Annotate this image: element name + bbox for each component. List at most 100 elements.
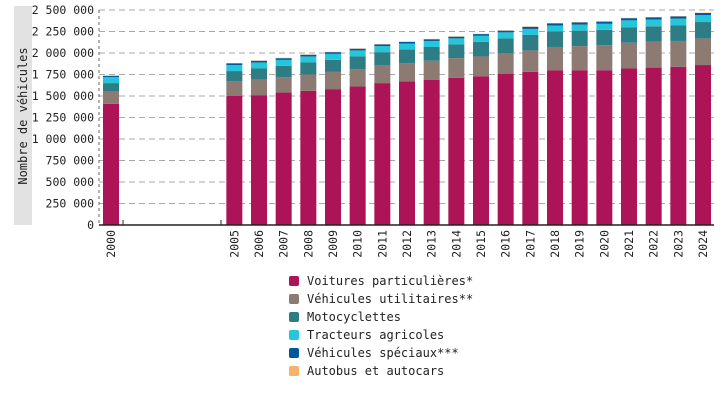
bar-segment <box>226 81 243 96</box>
legend-label: Véhicules spéciaux*** <box>307 346 459 360</box>
bar-segment <box>497 38 514 53</box>
bar-segment <box>399 81 415 225</box>
bar-segment <box>399 63 415 82</box>
bar-segment <box>251 60 267 63</box>
x-tick-label: 2017 <box>523 230 537 258</box>
bar-segment <box>571 46 588 71</box>
bar-segment <box>103 103 119 225</box>
bar-segment <box>473 34 489 36</box>
x-tick-label: 2010 <box>351 230 365 258</box>
bar-segment <box>103 77 119 84</box>
bar-segment <box>571 22 588 25</box>
x-tick-label: 2016 <box>499 230 513 258</box>
bar-segment <box>275 92 292 225</box>
legend-swatch <box>289 330 299 340</box>
bar-segment <box>670 25 687 41</box>
bar-segment <box>547 25 563 32</box>
y-tick-label: 0 <box>87 218 94 232</box>
bar-segment <box>300 56 317 63</box>
bar-segment <box>547 31 563 47</box>
bar-segment <box>399 49 415 64</box>
bar-segment <box>300 74 317 91</box>
bar-segment <box>423 60 440 80</box>
y-axis-label-band <box>14 6 32 225</box>
x-tick-label: 2013 <box>425 230 439 258</box>
bar-segment <box>473 56 489 77</box>
bar-segment <box>621 18 637 21</box>
bar-segment <box>596 23 613 30</box>
bar-segment <box>448 36 465 39</box>
bar-segment <box>473 76 489 225</box>
axes <box>98 10 714 226</box>
bar-segment <box>399 43 415 50</box>
y-tick-label: 2 250 000 <box>32 25 94 39</box>
bar-segment <box>571 70 588 225</box>
bar-segment <box>522 28 539 35</box>
legend-swatch <box>289 312 299 322</box>
bar-segment <box>473 35 489 42</box>
bar-segment <box>695 38 711 66</box>
bar-segment <box>251 62 267 69</box>
bar-segment <box>596 70 613 225</box>
bar-segment <box>423 79 440 225</box>
x-tick-label: 2019 <box>573 230 587 258</box>
bar-segment <box>300 62 317 75</box>
bar-segment <box>300 90 317 225</box>
bar-segment <box>621 20 637 28</box>
x-tick-label: 2009 <box>326 230 340 258</box>
x-tick-label: 2015 <box>474 230 488 258</box>
bar-segment <box>423 39 440 41</box>
bar-segment <box>275 65 292 78</box>
legend-item[interactable]: Tracteurs agricoles <box>289 326 473 344</box>
bar-segment <box>251 68 267 80</box>
legend-label: Tracteurs agricoles <box>307 328 445 342</box>
bar-segment <box>695 13 711 16</box>
bar-segment <box>547 23 563 26</box>
bar-segment <box>275 77 292 93</box>
y-tick-label: 500 000 <box>46 175 95 189</box>
legend-item[interactable]: Voitures particulières* <box>289 272 473 290</box>
x-tick-label: 2022 <box>647 230 661 258</box>
bar-segment <box>226 63 243 66</box>
bar-segment <box>399 41 415 44</box>
x-tick-label: 2007 <box>277 230 291 258</box>
y-tick-label: 2 500 000 <box>32 3 94 17</box>
x-tick-label: 2012 <box>400 230 414 258</box>
legend-swatch <box>289 366 299 376</box>
legend-item[interactable]: Véhicules spéciaux*** <box>289 344 473 362</box>
bar-segment <box>497 73 514 225</box>
legend-item[interactable]: Autobus et autocars <box>289 362 473 380</box>
x-tick-label: 2006 <box>252 230 266 258</box>
bar-segment <box>571 30 588 47</box>
bar-segment <box>645 26 662 42</box>
x-tick-label: 2024 <box>696 230 710 258</box>
bar-segment <box>251 79 267 96</box>
legend-label: Véhicules utilitaires** <box>307 292 474 306</box>
bar-segment <box>423 40 440 47</box>
bars <box>103 12 711 226</box>
bar-segment <box>596 45 613 71</box>
bar-segment <box>497 30 514 33</box>
bar-segment <box>103 91 119 104</box>
bar-segment <box>497 32 514 39</box>
x-tick-label: 2021 <box>622 230 636 258</box>
legend-swatch <box>289 294 299 304</box>
bar-segment <box>325 89 341 226</box>
bar-segment <box>349 69 366 87</box>
legend: Voitures particulières* Véhicules utilita… <box>289 272 473 380</box>
bar-segment <box>300 54 317 57</box>
y-tick-label: 750 000 <box>46 154 95 168</box>
bar-segment <box>374 46 391 53</box>
bar-segment <box>645 19 662 27</box>
bar-segment <box>522 50 539 72</box>
bar-segment <box>645 17 662 20</box>
bar-segment <box>226 65 243 72</box>
bar-segment <box>251 95 267 225</box>
bar-segment <box>695 65 711 225</box>
bar-segment <box>275 59 292 66</box>
legend-label: Motocyclettes <box>307 310 401 324</box>
bar-segment <box>670 16 687 19</box>
legend-item[interactable]: Motocyclettes <box>289 308 473 326</box>
bar-segment <box>374 83 391 225</box>
legend-item[interactable]: Véhicules utilitaires** <box>289 290 473 308</box>
